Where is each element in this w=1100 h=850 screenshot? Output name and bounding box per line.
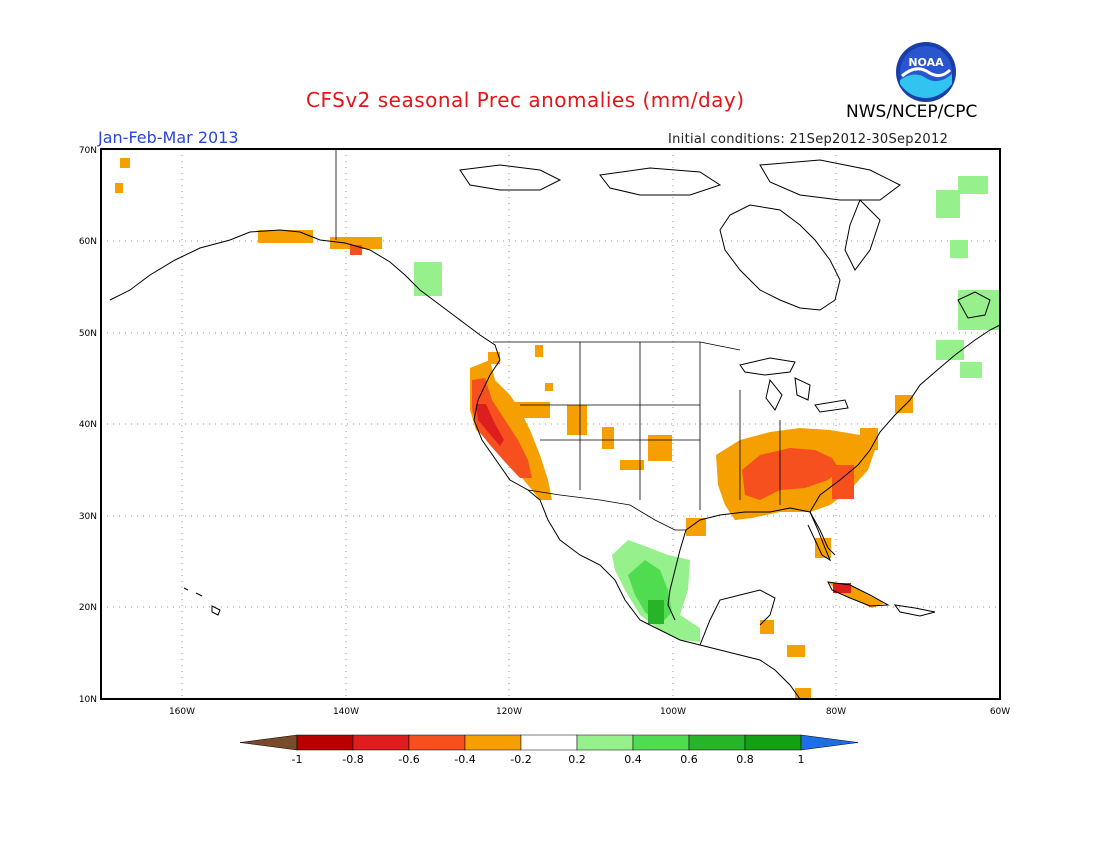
colorbar-segment <box>688 734 746 751</box>
svg-text:NOAA: NOAA <box>908 56 944 69</box>
colorbar-segment <box>464 734 522 751</box>
colorbar-tick-label: 0.2 <box>568 753 586 766</box>
anomaly-west-coast-darkred <box>476 404 504 446</box>
lat-labels: 10N 20N 30N 40N 50N 60N 70N <box>79 146 97 705</box>
lon-label: 140W <box>333 707 359 717</box>
anomaly-west-coast-red <box>472 378 532 478</box>
borders <box>335 149 781 531</box>
lat-label: 20N <box>79 603 97 613</box>
lat-label: 30N <box>79 512 97 522</box>
lon-labels: 160W 140W 120W 100W 80W 60W <box>169 707 1010 717</box>
colorbar-tick-label: 0.4 <box>624 753 642 766</box>
anomaly-shading <box>115 158 1000 699</box>
colorbar-tick-label: 1 <box>798 753 805 766</box>
colorbar-tick-label: -1 <box>292 753 303 766</box>
lon-label: 60W <box>990 707 1010 717</box>
lon-label: 160W <box>169 707 195 717</box>
lat-label: 50N <box>79 329 97 339</box>
noaa-logo-icon: NOAA <box>896 42 956 102</box>
lat-label: 60N <box>79 237 97 247</box>
lon-label: 80W <box>826 707 846 717</box>
colorbar-segment <box>744 734 802 751</box>
colorbar-left-arrow <box>239 734 298 751</box>
forecast-period: Jan-Feb-Mar 2013 <box>98 128 239 147</box>
colorbar-segment <box>520 734 578 751</box>
colorbar-tick-label: -0.2 <box>510 753 531 766</box>
colorbar-segment <box>576 734 634 751</box>
agency-label: NWS/NCEP/CPC <box>846 102 978 122</box>
colorbar-segment <box>352 734 410 751</box>
colorbar-tick-label: 0.6 <box>680 753 698 766</box>
colorbar-tick-label: -0.4 <box>454 753 475 766</box>
lon-label: 100W <box>660 707 686 717</box>
lat-label: 40N <box>79 420 97 430</box>
lon-label: 120W <box>496 707 522 717</box>
colorbar-segment <box>632 734 690 751</box>
colorbar: -1 -0.8 -0.6 -0.4 -0.2 0.2 0.4 0.6 0.8 1 <box>239 734 859 766</box>
colorbar-tick-label: -0.6 <box>398 753 419 766</box>
coastlines <box>109 159 1001 700</box>
initial-conditions: Initial conditions: 21Sep2012-30Sep2012 <box>668 132 949 147</box>
lat-label: 70N <box>79 146 97 156</box>
lat-label: 10N <box>79 695 97 705</box>
colorbar-tick-label: -0.8 <box>342 753 363 766</box>
map-background <box>101 149 1000 699</box>
map-frame <box>100 148 1001 700</box>
colorbar-segment <box>296 734 354 751</box>
colorbar-right-arrow <box>800 734 859 751</box>
colorbar-segment <box>408 734 466 751</box>
colorbar-tick-label: 0.8 <box>736 753 754 766</box>
anomaly-southeast-red <box>742 448 840 500</box>
map-title: CFSv2 seasonal Prec anomalies (mm/day) <box>306 88 745 112</box>
